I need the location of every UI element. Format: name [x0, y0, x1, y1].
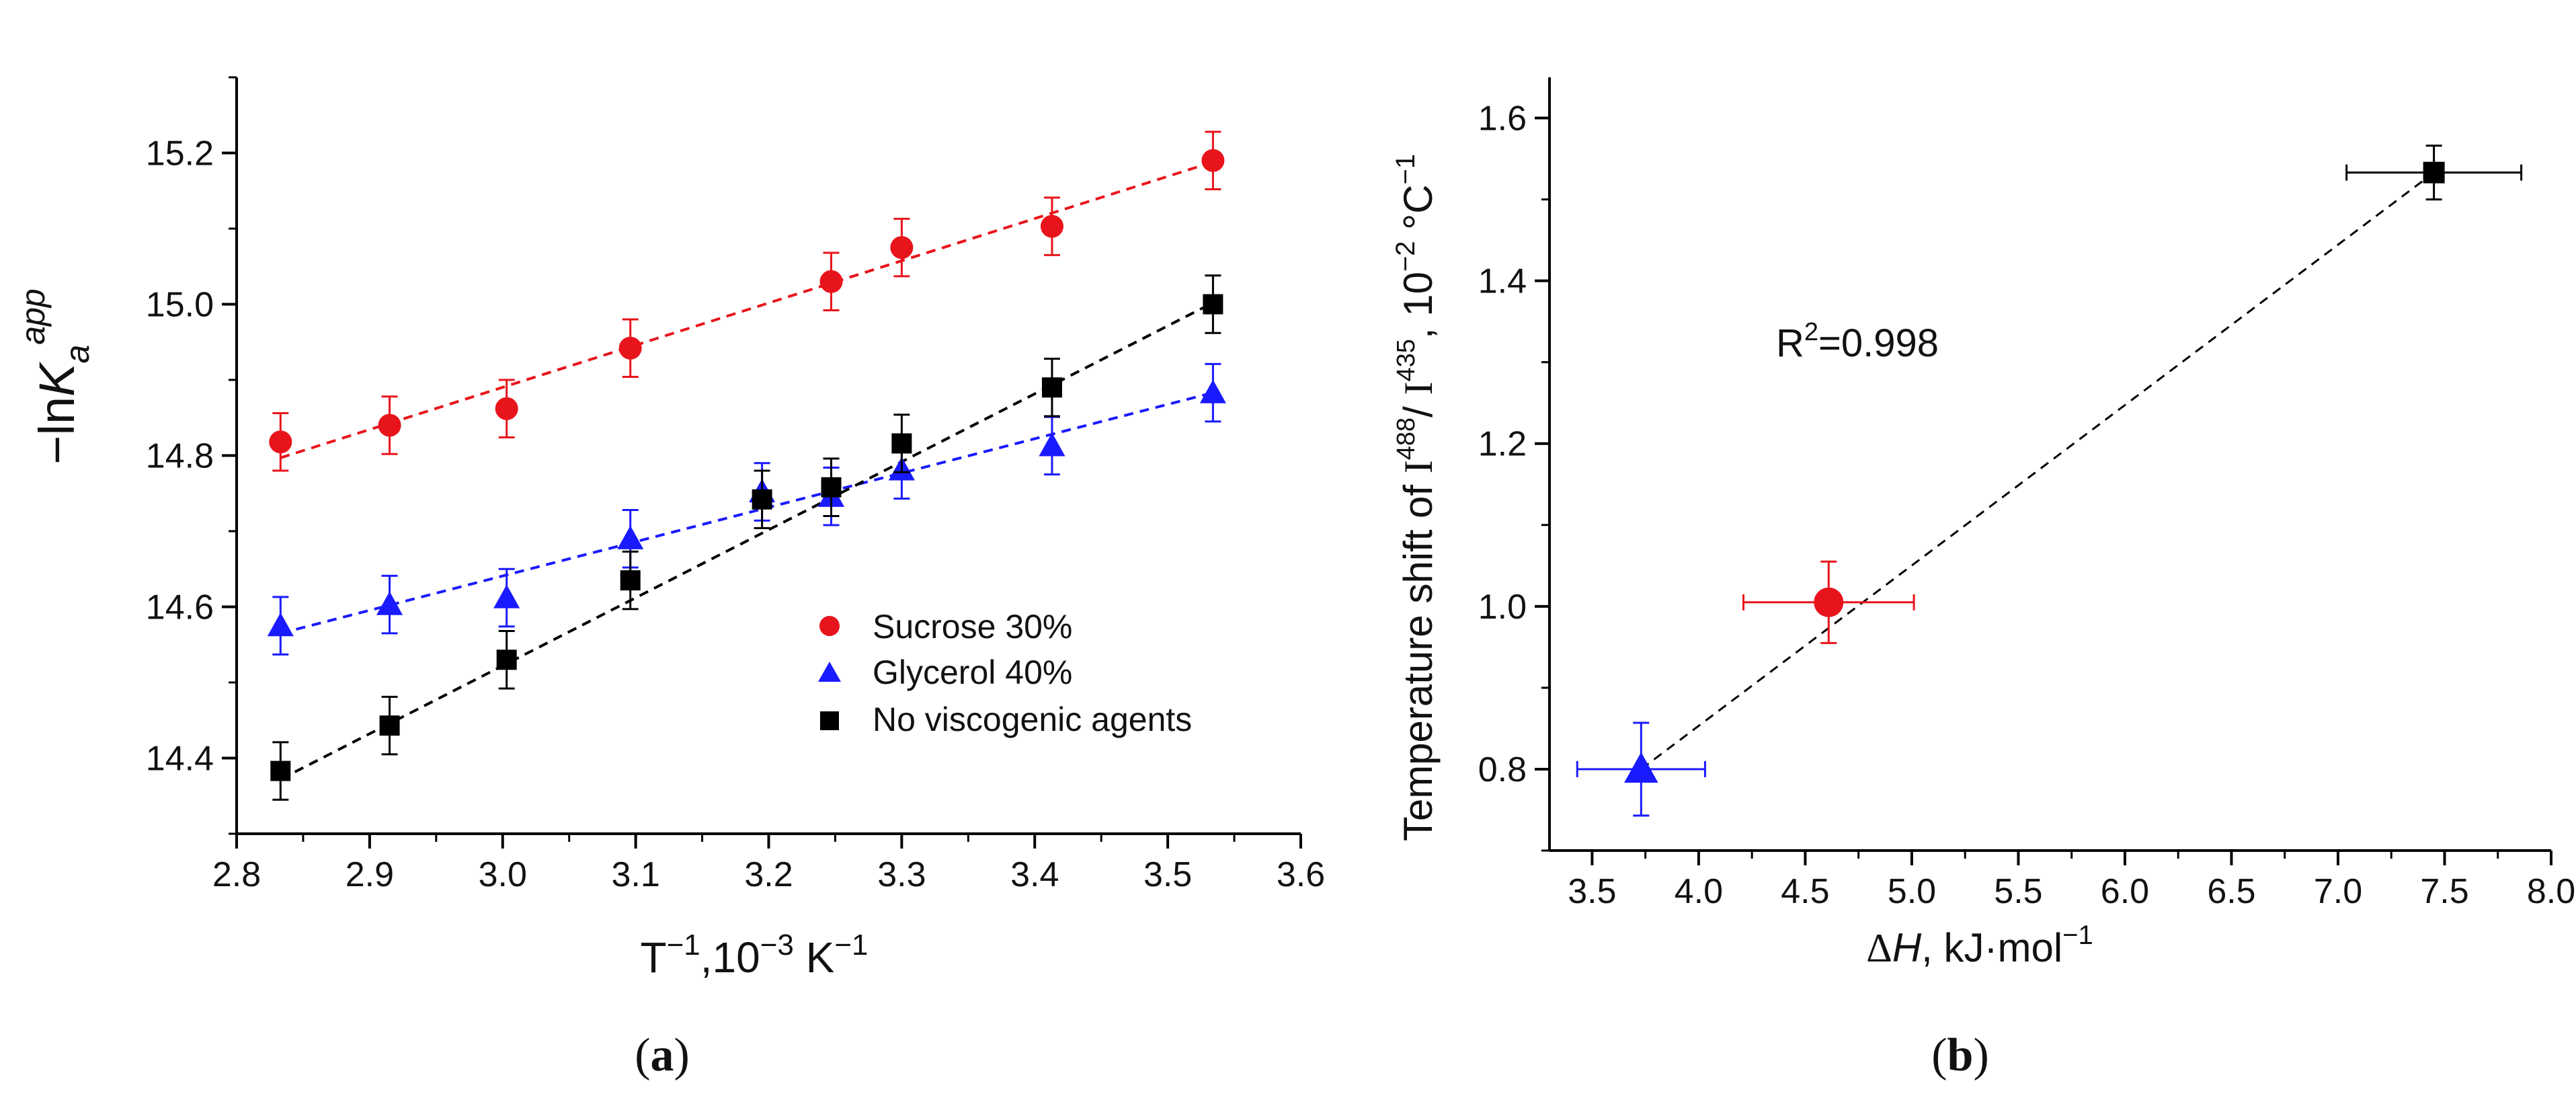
panel-b-x-tick-label-7-5: 7.5: [2420, 872, 2468, 911]
data-point-sucrose-30: [378, 414, 401, 437]
data-point-no-viscogenic-agents: [752, 489, 772, 510]
panel-a-tick-labels: 2.8 2.9 3.0 3.1 3.2 3.3 3.4 3.5 3.6 14.4 14.6 14.8 1…: [146, 134, 1325, 895]
panel-b-x-tick-label-7-0: 7.0: [2314, 872, 2362, 911]
panel-b-x-tick-label-4-0: 4.0: [1675, 872, 1723, 911]
data-point-glycerol-40: [493, 584, 520, 608]
legend-label-glycerol: Glycerol 40%: [873, 654, 1072, 691]
panel-b-x-tick-label-6-5: 6.5: [2207, 872, 2255, 911]
panel-a-caption: (a): [635, 1029, 690, 1081]
data-point-sucrose-30: [1040, 214, 1063, 238]
data-point-triangle: [1624, 752, 1658, 783]
panel-b-xlabel: ΔH, kJ·mol−1: [1866, 920, 2093, 970]
panel-a-x-tick-label-2-8: 2.8: [212, 855, 261, 894]
data-point-sucrose-30: [890, 236, 914, 260]
panel-a-x-tick-label-3-0: 3.0: [479, 855, 527, 894]
panel-a-data-marks: [267, 130, 1226, 801]
panel-a-legend: Sucrose 30% Glycerol 40% No viscogenic a…: [818, 608, 1192, 738]
panel-b-y-tick-label-0-8: 0.8: [1478, 750, 1527, 789]
panel-a-xlabel: T−1,10−3 K−1: [640, 929, 868, 982]
panel-b-y-tick-label-1-6: 1.6: [1478, 100, 1527, 139]
panel-b-x-tick-label-8-0: 8.0: [2527, 872, 2575, 911]
panel-b: 3.5 4.0 4.5 5.0 5.5 6.0 6.5 7.0 7.5 8.0 0.8 1.0 1.2 1…: [1391, 77, 2575, 1081]
data-point-no-viscogenic-agents: [620, 570, 641, 591]
data-point-sucrose-30: [1201, 149, 1225, 172]
data-point-glycerol-40: [376, 591, 403, 615]
panel-a-fit-lines: [280, 161, 1214, 781]
data-point-no-viscogenic-agents: [1203, 294, 1223, 315]
legend-marker-glycerol: [818, 662, 841, 682]
legend-label-no-agents: No viscogenic agents: [873, 701, 1192, 738]
data-point-no-viscogenic-agents: [496, 650, 517, 670]
panel-a: 2.8 2.9 3.0 3.1 3.2 3.3 3.4 3.5 3.6 14.4 14.6 14.8 1…: [14, 76, 1325, 1081]
fit-line-panel-b: [1640, 171, 2435, 771]
panel-a-ylabel: −lnKaapp: [14, 288, 96, 464]
panel-b-y-tick-label-1-0: 1.0: [1478, 588, 1527, 627]
legend-marker-sucrose: [819, 616, 840, 636]
panel-a-x-tick-label-3-2: 3.2: [744, 855, 793, 894]
fit-line-sucrose-30: [280, 161, 1214, 459]
data-point-sucrose-30: [269, 430, 292, 454]
panel-b-tick-labels: 3.5 4.0 4.5 5.0 5.5 6.0 6.5 7.0 7.5 8.0 0.8 1.0 1.2 1…: [1478, 100, 2575, 911]
data-point-square: [2423, 161, 2445, 184]
panel-a-y-tick-label-14-4: 14.4: [146, 740, 214, 779]
panel-a-y-tick-label-15-0: 15.0: [146, 286, 214, 325]
data-point-circle: [1814, 587, 1844, 617]
panel-b-x-tick-label-5-5: 5.5: [1994, 872, 2042, 911]
panel-b-ylabel: Temperature shift of I488/ I435, 10−2 °C…: [1391, 154, 1441, 841]
panel-b-y-tick-label-1-4: 1.4: [1478, 262, 1527, 301]
data-point-sucrose-30: [618, 336, 642, 360]
data-point-no-viscogenic-agents: [821, 477, 842, 498]
panel-b-caption: (b): [1931, 1029, 1989, 1081]
panel-a-y-tick-label-14-6: 14.6: [146, 588, 214, 627]
legend-label-sucrose: Sucrose 30%: [873, 608, 1072, 645]
data-point-no-viscogenic-agents: [270, 760, 291, 781]
data-point-sucrose-30: [495, 397, 518, 420]
panel-a-y-tick-label-15-2: 15.2: [146, 134, 214, 173]
data-point-no-viscogenic-agents: [379, 715, 400, 736]
panel-b-x-tick-label-6-0: 6.0: [2101, 872, 2149, 911]
data-point-glycerol-40: [1199, 379, 1226, 403]
data-point-no-viscogenic-agents: [891, 433, 912, 454]
panel-a-x-tick-label-3-1: 3.1: [611, 855, 659, 894]
panel-b-x-tick-label-3-5: 3.5: [1568, 872, 1616, 911]
panel-b-x-tick-label-5-0: 5.0: [1888, 872, 1936, 911]
panel-a-x-tick-label-3-4: 3.4: [1010, 855, 1059, 894]
data-point-glycerol-40: [267, 613, 294, 637]
data-point-sucrose-30: [819, 270, 843, 293]
panel-a-x-tick-label-3-5: 3.5: [1143, 855, 1192, 894]
legend-marker-no-agents: [820, 711, 839, 730]
fit-line-glycerol-40: [280, 391, 1213, 635]
panel-b-data-marks: [1576, 145, 2523, 817]
data-point-glycerol-40: [617, 525, 644, 549]
panel-a-x-tick-label-2-9: 2.9: [346, 855, 394, 894]
panel-a-axes: [222, 76, 1302, 849]
panel-b-axes: [1535, 77, 2552, 865]
panel-a-y-tick-label-14-8: 14.8: [146, 437, 214, 476]
data-point-no-viscogenic-agents: [1041, 377, 1062, 398]
panel-a-x-tick-label-3-6: 3.6: [1277, 855, 1325, 894]
panel-a-x-tick-label-3-3: 3.3: [877, 855, 926, 894]
panel-b-y-tick-label-1-2: 1.2: [1478, 425, 1527, 464]
panel-b-r-squared-annotation: R2=0.998: [1776, 318, 1939, 365]
data-point-glycerol-40: [1039, 432, 1065, 457]
panel-b-x-tick-label-4-5: 4.5: [1781, 872, 1829, 911]
panel-b-fit-line: [1640, 171, 2435, 771]
